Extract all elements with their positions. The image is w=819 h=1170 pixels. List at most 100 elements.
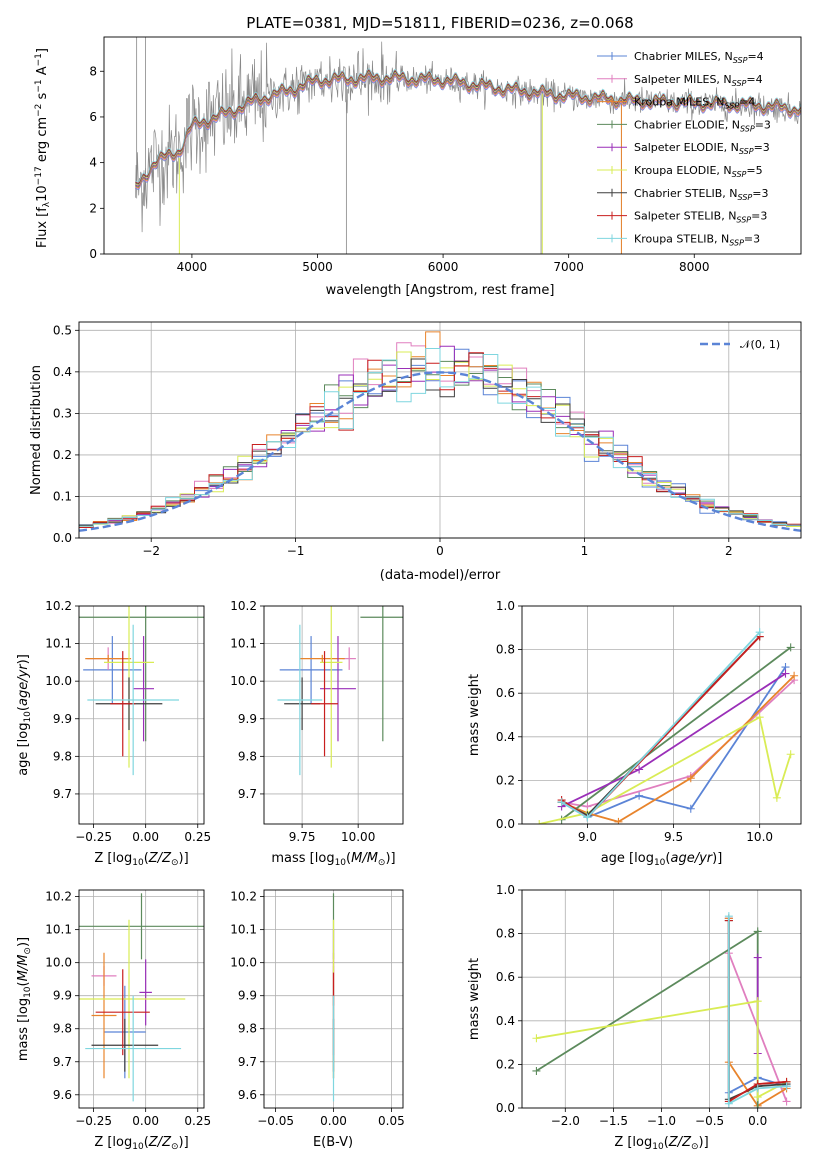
series-point bbox=[786, 643, 795, 652]
y-tick-label: 10.1 bbox=[230, 923, 257, 937]
series-point bbox=[755, 713, 764, 722]
age-z-plot-area bbox=[79, 606, 204, 776]
y-tick-label: 0.6 bbox=[496, 686, 515, 700]
age-mass-plot-area bbox=[277, 606, 403, 776]
y-tick-label: 6 bbox=[89, 110, 97, 124]
y-tick-label: 9.8 bbox=[238, 1022, 257, 1036]
legend-label: 𝒩(0, 1) bbox=[740, 338, 780, 351]
y-tick-label: 9.8 bbox=[53, 1022, 72, 1036]
series-line bbox=[561, 646, 792, 821]
series-point bbox=[614, 817, 623, 824]
y-axis-label: Normed distribution bbox=[29, 365, 44, 495]
y-tick-label: 9.7 bbox=[238, 787, 257, 801]
x-tick-label: −1.0 bbox=[647, 1114, 676, 1128]
x-tick-label: 0.0 bbox=[748, 1114, 767, 1128]
y-tick-label: 9.9 bbox=[238, 989, 257, 1003]
axes-frame bbox=[521, 889, 802, 1109]
x-tick-label: −0.5 bbox=[695, 1114, 724, 1128]
model-spectrum-line bbox=[135, 68, 801, 183]
x-axis-label: Z [log10(Z/Z⊙)] bbox=[614, 1135, 708, 1152]
x-tick-label: 9.0 bbox=[578, 830, 597, 844]
axes-frame bbox=[521, 605, 802, 825]
y-tick-label: 10.0 bbox=[45, 674, 72, 688]
series-point bbox=[635, 765, 644, 774]
series-point bbox=[782, 1097, 791, 1106]
axes-frame bbox=[263, 605, 404, 825]
y-tick-label: 10.0 bbox=[45, 956, 72, 970]
x-axis-label: Z [log10(Z/Z⊙)] bbox=[94, 1135, 188, 1152]
y-axis-label: age [log10(age/yr)] bbox=[16, 654, 33, 776]
y-tick-label: 0.8 bbox=[496, 643, 515, 657]
y-tick-label: 10.2 bbox=[230, 890, 257, 904]
legend-label: Kroupa STELIB, NSSP=3 bbox=[634, 232, 760, 247]
series-point bbox=[535, 820, 544, 824]
y-tick-label: 10.1 bbox=[45, 923, 72, 937]
weight-age-plot-area bbox=[535, 628, 799, 824]
series-point bbox=[532, 1066, 541, 1075]
series-line bbox=[561, 631, 761, 819]
series-point bbox=[781, 669, 790, 678]
y-tick-label: 0.4 bbox=[496, 1014, 515, 1028]
series-point bbox=[583, 813, 592, 822]
legend-label: Kroupa ELODIE, NSSP=5 bbox=[634, 164, 763, 179]
y-tick-label: 0 bbox=[89, 247, 97, 261]
y-tick-label: 9.9 bbox=[53, 989, 72, 1003]
x-tick-label: 0.00 bbox=[132, 1114, 159, 1128]
y-axis-label: mass weight bbox=[467, 674, 482, 756]
series-point bbox=[786, 750, 795, 759]
age-z-axes: −0.25 0.00 0.25 9.7 9.8 9.9 10.0 10.1 10.2 bbox=[45, 599, 211, 844]
y-tick-label: 0.2 bbox=[496, 1057, 515, 1071]
x-tick-label: −0.05 bbox=[257, 1114, 294, 1128]
x-tick-label: −1 bbox=[287, 544, 305, 558]
y-tick-label: 0.8 bbox=[496, 927, 515, 941]
y-tick-label: 1.0 bbox=[496, 599, 515, 613]
residual-legend: 𝒩(0, 1) bbox=[700, 338, 780, 351]
x-tick-label: 0.05 bbox=[378, 1114, 405, 1128]
y-tick-label: 0.0 bbox=[496, 1101, 515, 1115]
x-tick-label: 6000 bbox=[428, 260, 459, 274]
spectrum-axes: 4000 5000 6000 7000 8000 0 2 4 6 8 bbox=[89, 36, 802, 274]
series-point bbox=[753, 997, 762, 1006]
x-tick-label: −2.0 bbox=[551, 1114, 580, 1128]
y-tick-label: 9.8 bbox=[53, 749, 72, 763]
series-point bbox=[724, 1099, 733, 1108]
series-point bbox=[686, 774, 695, 783]
y-tick-label: 4 bbox=[89, 156, 97, 170]
series-line bbox=[561, 675, 795, 823]
legend-label: Kroupa MILES, NSSP=4 bbox=[634, 96, 755, 111]
x-tick-label: 0.25 bbox=[184, 830, 211, 844]
series-point bbox=[724, 912, 733, 921]
chart-title: PLATE=0381, MJD=51811, FIBERID=0236, z=0… bbox=[246, 14, 633, 32]
spectrum-plot-area bbox=[135, 37, 801, 254]
x-tick-label: −2 bbox=[142, 544, 160, 558]
y-tick-label: 9.7 bbox=[53, 1055, 72, 1069]
y-tick-label: 0.1 bbox=[53, 489, 72, 503]
legend-label: Salpeter ELODIE, NSSP=3 bbox=[634, 141, 770, 156]
y-axis-label: Flux [fλ10−17 erg cm−2 s−1 A−1] bbox=[34, 48, 52, 248]
x-tick-label: 5000 bbox=[302, 260, 333, 274]
x-tick-label: 0 bbox=[436, 544, 444, 558]
y-tick-label: 9.7 bbox=[238, 1055, 257, 1069]
y-axis-label: mass weight bbox=[467, 958, 482, 1040]
normal-distribution-curve bbox=[79, 371, 801, 532]
series-point bbox=[755, 628, 764, 637]
x-tick-label: 9.5 bbox=[664, 830, 683, 844]
y-tick-label: 0.0 bbox=[53, 531, 72, 545]
y-tick-label: 9.9 bbox=[53, 712, 72, 726]
series-point bbox=[635, 791, 644, 800]
y-tick-label: 10.0 bbox=[230, 674, 257, 688]
y-tick-label: 0.4 bbox=[53, 365, 72, 379]
series-point bbox=[753, 927, 762, 936]
series-point bbox=[790, 671, 799, 680]
x-axis-label: wavelength [Angstrom, rest frame] bbox=[326, 283, 555, 298]
x-tick-label: 0.00 bbox=[132, 830, 159, 844]
series-line bbox=[536, 1000, 788, 1099]
y-tick-label: 2 bbox=[89, 201, 97, 215]
y-tick-label: 0.2 bbox=[53, 448, 72, 462]
x-tick-label: 9.75 bbox=[289, 830, 316, 844]
legend-label: Chabrier ELODIE, NSSP=3 bbox=[634, 118, 771, 133]
weight-age-axes: 9.0 9.5 10.0 0.0 0.2 0.4 0.6 0.8 1.0 bbox=[496, 599, 802, 844]
series-line bbox=[727, 916, 787, 1106]
x-axis-label: mass [log10(M/M⊙)] bbox=[271, 851, 395, 868]
